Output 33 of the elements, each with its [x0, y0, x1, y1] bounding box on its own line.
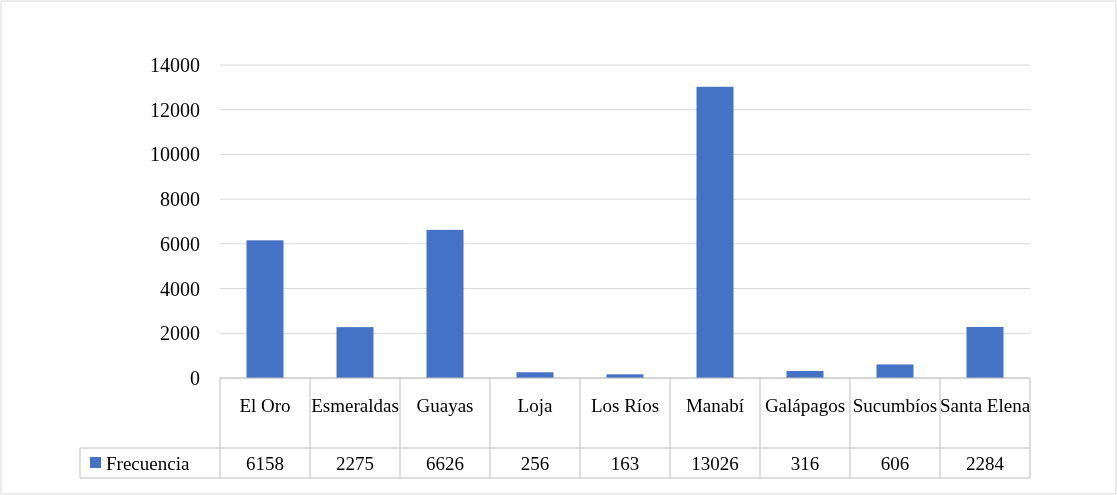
x-tick-label: Sucumbíos [852, 395, 938, 416]
x-tick-label: El Oro [239, 395, 291, 416]
bar [876, 364, 914, 378]
legend-label: Frecuencia [106, 452, 190, 474]
x-tick-label: Esmeraldas [311, 395, 399, 416]
x-tick-label: Los Ríos [590, 395, 660, 416]
x-tick-label: Loja [517, 395, 553, 416]
x-tick-label: Guayas [416, 395, 474, 416]
data-label: 316 [790, 452, 820, 474]
data-label: 13026 [691, 452, 739, 474]
y-tick-label: 14000 [150, 54, 200, 76]
data-label: 2275 [336, 452, 374, 474]
data-label: 6626 [426, 452, 464, 474]
data-label: 6158 [246, 452, 284, 474]
y-tick-label: 0 [190, 367, 200, 389]
y-tick-label: 6000 [160, 232, 200, 255]
y-tick-label: 12000 [150, 98, 200, 121]
bar [246, 240, 284, 378]
y-tick-label: 2000 [160, 322, 200, 345]
bar [966, 326, 1004, 378]
x-tick-label: Galápagos [764, 395, 846, 416]
x-tick-label: Santa Elena [939, 395, 1031, 416]
y-tick-label: 8000 [160, 188, 200, 211]
bar [336, 327, 374, 378]
data-label: 163 [610, 452, 640, 474]
bar [696, 86, 734, 378]
data-label: 2284 [966, 452, 1005, 474]
data-label: 256 [520, 452, 550, 474]
data-label: 606 [880, 452, 910, 474]
y-tick-label: 10000 [150, 143, 200, 166]
x-tick-label: Manabí [685, 395, 745, 416]
bar [426, 229, 464, 378]
y-tick-label: 4000 [160, 277, 200, 300]
